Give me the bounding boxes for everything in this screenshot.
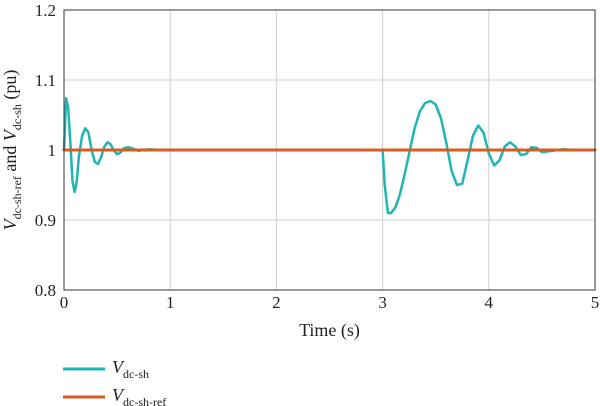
- y-axis-title-sub1: dc-sh-ref: [10, 176, 24, 219]
- y-tick-label: 0.9: [35, 211, 56, 230]
- y-tick-label: 1.1: [35, 71, 56, 90]
- x-tick-label: 5: [591, 293, 600, 312]
- legend-label-vdc-sh-var: V: [112, 357, 125, 377]
- x-tick-labels: 0 1 2 3 4 5: [60, 293, 600, 312]
- y-axis-title: Vdc-sh-ref and Vdc-sh (pu): [0, 70, 24, 231]
- x-tick-label: 4: [485, 293, 494, 312]
- y-tick-labels: 0.8 0.9 1 1.1 1.2: [35, 1, 56, 300]
- y-axis-title-unit: (pu): [0, 70, 21, 105]
- y-tick-label: 0.8: [35, 281, 56, 300]
- y-axis-title-mid: and: [0, 141, 20, 176]
- legend-label-vdc-sh: Vdc-sh: [112, 357, 149, 381]
- legend-label-vdc-sh-ref-sub: dc-sh-ref: [123, 395, 166, 406]
- x-tick-label: 2: [272, 293, 281, 312]
- series-line-vdc-sh: [62, 96, 597, 215]
- y-tick-label: 1.2: [35, 1, 56, 20]
- x-axis-title: Time (s): [299, 320, 360, 341]
- plot-frame: [63, 9, 596, 291]
- x-tick-label: 0: [60, 293, 69, 312]
- y-tick-label: 1: [48, 141, 57, 160]
- x-tick-label: 1: [166, 293, 175, 312]
- legend: Vdc-sh Vdc-sh-ref: [63, 357, 166, 406]
- y-axis-title-var1: V: [0, 217, 20, 230]
- legend-label-vdc-sh-ref-var: V: [112, 385, 125, 405]
- y-axis-title-var2: V: [0, 128, 20, 141]
- x-tick-label: 3: [378, 293, 387, 312]
- legend-label-vdc-sh-sub: dc-sh: [123, 367, 149, 381]
- y-axis-title-sub2: dc-sh: [10, 104, 24, 130]
- series-layer: [62, 96, 597, 215]
- legend-label-vdc-sh-ref: Vdc-sh-ref: [112, 385, 166, 406]
